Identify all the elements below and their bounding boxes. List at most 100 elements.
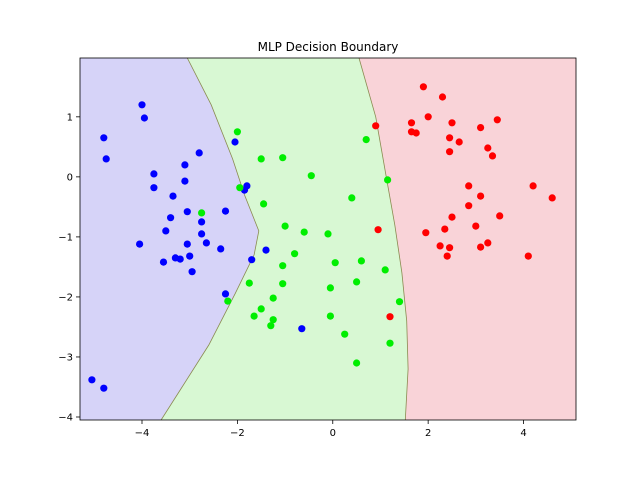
point-red — [443, 252, 451, 260]
point-green — [236, 184, 244, 192]
point-green — [257, 305, 265, 313]
point-blue — [198, 230, 206, 238]
point-blue — [195, 149, 203, 157]
point-blue — [248, 256, 256, 264]
point-green — [260, 200, 268, 208]
point-green — [326, 312, 334, 320]
point-blue — [183, 208, 191, 216]
point-blue — [198, 218, 206, 226]
point-green — [324, 230, 332, 238]
point-green — [326, 284, 334, 292]
y-tick-label: −2 — [58, 292, 73, 303]
points-layer — [88, 83, 556, 392]
x-tick-label: 2 — [425, 428, 431, 439]
boundary-blue-green — [160, 58, 260, 420]
point-green — [348, 194, 356, 202]
point-red — [465, 202, 473, 210]
point-green — [250, 312, 258, 320]
point-blue — [243, 182, 251, 190]
point-green — [341, 330, 349, 338]
point-red — [529, 182, 537, 190]
point-blue — [231, 138, 239, 146]
point-blue — [100, 384, 108, 392]
point-blue — [140, 114, 148, 122]
point-green — [233, 128, 241, 136]
point-red — [422, 229, 430, 237]
point-blue — [100, 134, 108, 142]
point-red — [448, 213, 456, 221]
y-tick-label: −4 — [58, 412, 73, 423]
point-green — [279, 154, 287, 162]
point-red — [446, 134, 454, 142]
point-red — [436, 242, 444, 250]
point-blue — [217, 245, 225, 253]
point-blue — [102, 155, 110, 163]
point-blue — [221, 207, 230, 215]
point-green — [362, 136, 370, 144]
point-green — [269, 294, 277, 302]
point-green — [381, 266, 389, 274]
point-green — [353, 359, 361, 367]
point-red — [448, 119, 456, 127]
point-red — [386, 313, 394, 321]
point-green — [307, 172, 315, 180]
point-green — [198, 209, 206, 217]
plot-frame — [79, 57, 577, 421]
point-green — [257, 155, 265, 163]
point-red — [441, 225, 449, 233]
point-blue — [138, 101, 146, 109]
point-green — [279, 262, 287, 270]
point-red — [419, 83, 427, 91]
region-green — [161, 58, 409, 420]
point-red — [484, 239, 492, 247]
x-axis: −4 −2 0 2 4 — [135, 420, 527, 439]
point-green — [353, 278, 361, 286]
y-tick-label: −3 — [58, 352, 73, 363]
point-red — [477, 243, 485, 251]
point-blue — [167, 214, 175, 222]
point-blue — [202, 239, 210, 247]
point-red — [484, 144, 492, 152]
point-blue — [162, 227, 170, 235]
plot-area — [80, 58, 576, 420]
point-red — [412, 129, 420, 137]
y-tick-label: 0 — [67, 172, 73, 183]
chart-title: MLP Decision Boundary — [258, 40, 399, 54]
point-green — [269, 316, 277, 324]
point-blue — [183, 240, 191, 248]
point-blue — [176, 255, 184, 263]
point-green — [386, 339, 394, 347]
point-red — [446, 148, 454, 156]
point-red — [446, 244, 454, 252]
point-blue — [221, 290, 230, 298]
point-green — [279, 280, 287, 288]
point-red — [407, 119, 416, 127]
point-red — [438, 93, 447, 101]
point-red — [455, 138, 463, 146]
point-green — [300, 228, 308, 236]
point-red — [477, 124, 485, 132]
point-red — [488, 152, 497, 160]
point-blue — [150, 170, 158, 178]
point-blue — [298, 325, 306, 333]
y-tick-label: 1 — [67, 112, 73, 123]
point-blue — [186, 252, 194, 260]
point-blue — [188, 268, 196, 276]
point-blue — [181, 161, 189, 169]
point-green — [384, 176, 392, 184]
point-green — [357, 257, 365, 265]
point-green — [267, 322, 275, 330]
point-green — [281, 222, 289, 230]
point-red — [496, 212, 504, 220]
point-green — [245, 279, 253, 287]
point-blue — [262, 246, 270, 254]
point-red — [374, 226, 382, 234]
point-blue — [88, 376, 96, 384]
point-blue — [136, 240, 144, 248]
region-blue — [80, 58, 259, 420]
point-blue — [159, 258, 168, 266]
y-tick-label: −1 — [58, 232, 73, 243]
point-red — [372, 122, 380, 130]
x-tick-label: 0 — [330, 428, 336, 439]
